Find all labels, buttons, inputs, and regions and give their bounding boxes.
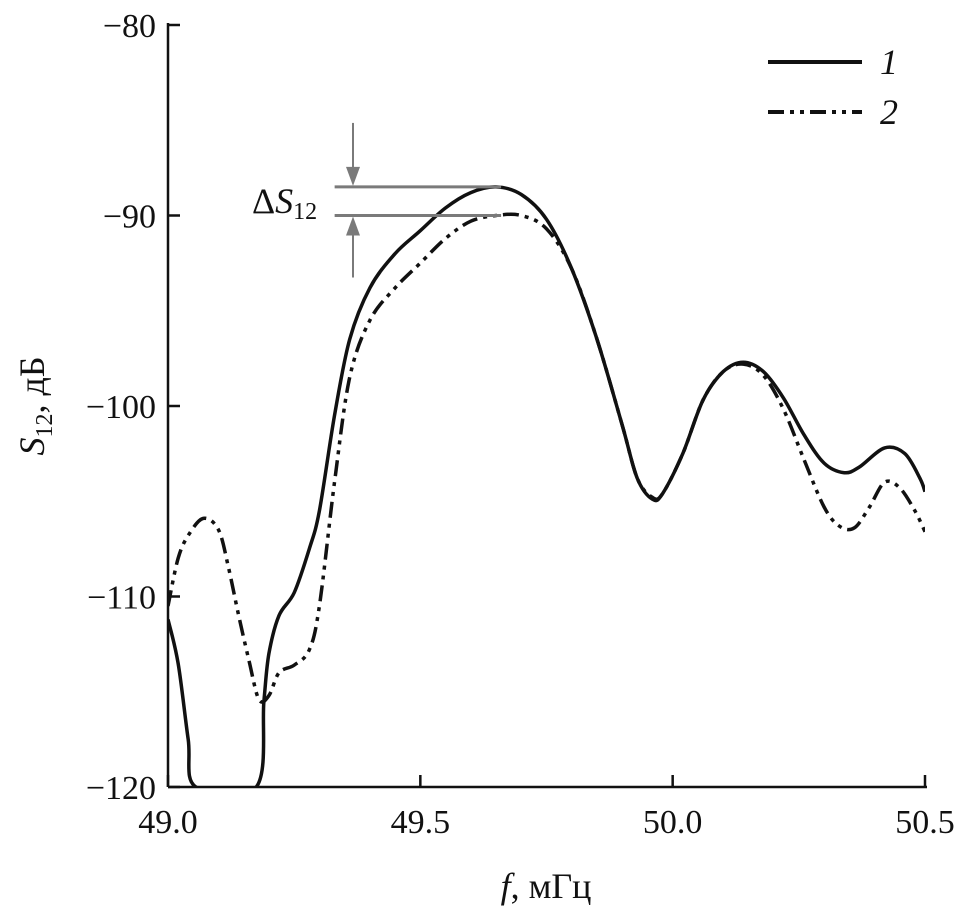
delta-arrow-down-head (346, 166, 360, 186)
tick-labels: 49.0 49.5 50.0 50.5 −80 −90 −100 −110 −120 (86, 8, 955, 841)
y-tick-label: −80 (103, 8, 156, 45)
delta-symbol: Δ (252, 181, 275, 221)
axes (166, 23, 927, 789)
legend-label-2: 2 (880, 92, 898, 132)
tick-marks (166, 23, 927, 789)
delta-subscript: 12 (293, 199, 317, 225)
delta-annotation: ΔS12 (252, 122, 502, 278)
y-tick-label: −120 (86, 770, 156, 807)
series-1-line (168, 185, 925, 787)
x-axis-unit: , мГц (511, 866, 592, 906)
legend: 12 (768, 42, 898, 132)
delta-s12-label: ΔS12 (252, 181, 317, 225)
y-axis-title: S12, дБ (12, 357, 58, 456)
x-tick-label: 50.5 (895, 804, 955, 841)
y-axis-variable: S (12, 438, 52, 456)
y-axis-subscript: 12 (32, 414, 58, 438)
legend-label-1: 1 (880, 42, 898, 82)
delta-variable: S (275, 181, 293, 221)
x-axis-title: f, мГц (501, 866, 592, 906)
x-tick-label: 49.0 (138, 804, 198, 841)
y-tick-label: −90 (103, 199, 156, 236)
delta-arrow-up-head (346, 216, 360, 236)
series-2-line (168, 212, 925, 704)
y-axis-unit: , дБ (12, 357, 52, 414)
y-tick-label: −100 (86, 389, 156, 426)
series-layer (168, 185, 925, 787)
x-tick-label: 49.5 (391, 804, 451, 841)
y-tick-label: −110 (87, 580, 156, 617)
x-tick-label: 50.0 (643, 804, 703, 841)
